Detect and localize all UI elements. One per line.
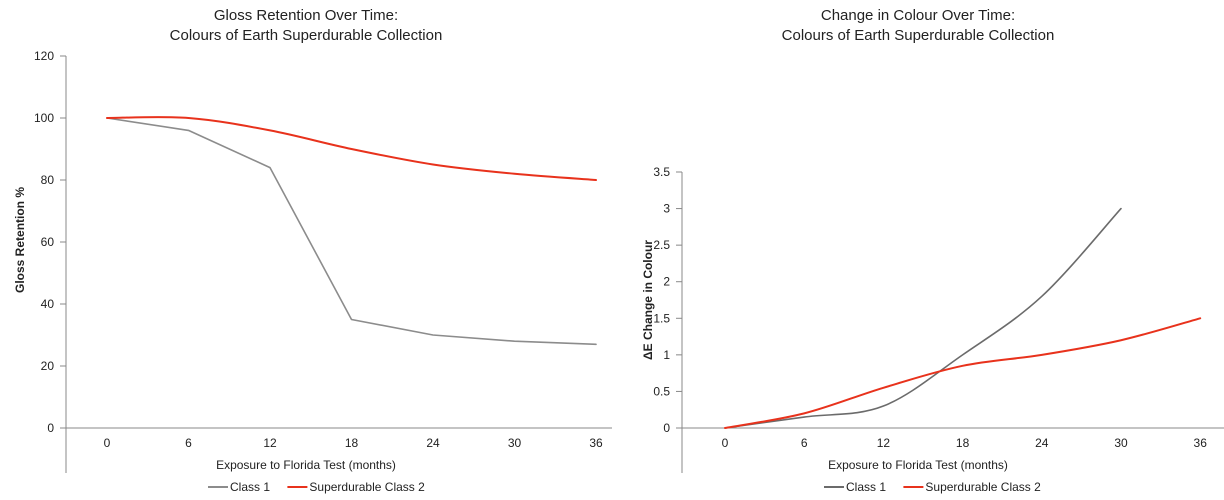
x-tick-label: 36 <box>589 436 603 450</box>
legend-label: Class 1 <box>846 480 886 494</box>
x-tick-label: 24 <box>1035 436 1049 450</box>
y-tick-label: 40 <box>41 297 55 311</box>
x-axis-label: Exposure to Florida Test (months) <box>828 458 1008 472</box>
y-tick-label: 120 <box>34 49 54 63</box>
series-line-superdurable-class-2 <box>724 317 1202 429</box>
x-tick-label: 18 <box>345 436 359 450</box>
chart-title-line: Colours of Earth Superdurable Collection <box>170 27 443 44</box>
series-line-superdurable-class-2 <box>106 116 597 181</box>
y-tick-label: 100 <box>34 111 54 125</box>
y-tick-label: 0 <box>663 421 670 435</box>
y-tick-label: 3.5 <box>653 165 670 179</box>
x-tick-label: 24 <box>426 436 440 450</box>
x-tick-label: 12 <box>263 436 277 450</box>
x-axis-label: Exposure to Florida Test (months) <box>216 458 396 472</box>
y-tick-label: 1.5 <box>653 311 670 325</box>
y-tick-label: 1 <box>663 348 670 362</box>
y-tick-label: 0.5 <box>653 384 670 398</box>
y-axis-label: Gloss Retention % <box>13 187 27 293</box>
y-tick-label: 80 <box>41 173 55 187</box>
y-tick-label: 60 <box>41 235 55 249</box>
legend-label: Superdurable Class 2 <box>309 480 425 494</box>
y-tick-label: 0 <box>47 421 54 435</box>
chart-title-line: Colours of Earth Superdurable Collection <box>782 27 1055 44</box>
series-line-class-1 <box>106 117 597 346</box>
chart-title-line: Change in Colour Over Time: <box>821 7 1015 24</box>
legend-label: Superdurable Class 2 <box>925 480 1041 494</box>
colour-change-chart: Change in Colour Over Time: Colours of Ea… <box>641 7 1224 494</box>
y-tick-label: 2.5 <box>653 238 670 252</box>
x-tick-label: 6 <box>185 436 192 450</box>
x-tick-label: 0 <box>722 436 729 450</box>
chart-title-line: Gloss Retention Over Time: <box>214 7 398 24</box>
x-tick-label: 18 <box>956 436 970 450</box>
x-tick-label: 6 <box>801 436 808 450</box>
x-tick-label: 0 <box>104 436 111 450</box>
x-tick-label: 30 <box>508 436 522 450</box>
gloss-retention-chart: Gloss Retention Over Time: Colours of Ear… <box>13 7 612 494</box>
y-tick-label: 2 <box>663 275 670 289</box>
y-tick-label: 20 <box>41 359 55 373</box>
legend-label: Class 1 <box>230 480 270 494</box>
x-tick-label: 36 <box>1194 436 1208 450</box>
x-tick-label: 12 <box>877 436 891 450</box>
y-axis-label: ΔE Change in Colour <box>641 240 655 360</box>
x-tick-label: 30 <box>1114 436 1128 450</box>
series-line-class-1 <box>724 207 1122 429</box>
y-tick-label: 3 <box>663 202 670 216</box>
